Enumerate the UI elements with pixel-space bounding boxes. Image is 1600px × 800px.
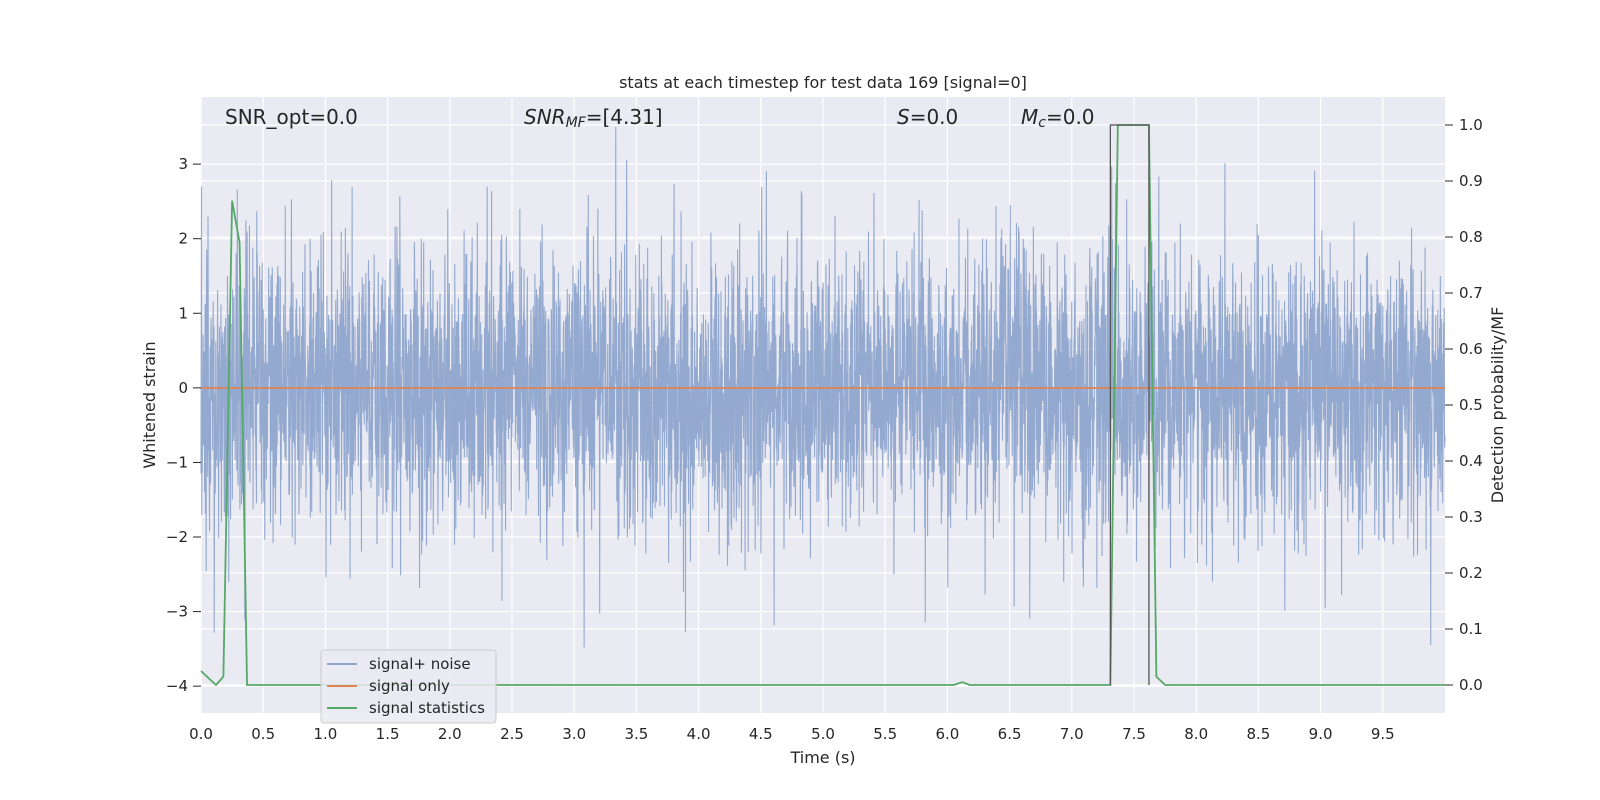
x-tick-label: 6.5 bbox=[998, 725, 1022, 743]
legend-label-signal-only: signal only bbox=[369, 677, 450, 695]
ticks: 0.0 0.5 1.0 1.5 2.0 2.5 3.0 3.5 4.0 4.5 5.0 5.5 6.0 6… bbox=[166, 116, 1483, 743]
series-lines bbox=[200, 124, 1445, 687]
y-tick-label-right: 0.4 bbox=[1459, 452, 1483, 470]
y-tick-label-right: 0.0 bbox=[1459, 676, 1483, 694]
legend-box bbox=[320, 649, 497, 724]
legend-label-signal-noise: signal+ noise bbox=[369, 655, 471, 673]
x-tick-label: 0.5 bbox=[251, 725, 275, 743]
y-tick-label-left: −3 bbox=[166, 603, 188, 621]
y-tick-label-right: 0.3 bbox=[1459, 508, 1483, 526]
y-axis-label-left: Whitened strain bbox=[140, 341, 159, 468]
y-tick-label-right: 0.6 bbox=[1459, 340, 1483, 358]
y-tick-label-right: 0.9 bbox=[1459, 172, 1483, 190]
annotation-snr-mf: SNRMF=[4.31] bbox=[524, 105, 663, 131]
chart-title: stats at each timestep for test data 169… bbox=[619, 73, 1027, 92]
annotation-s: S=0.0 bbox=[897, 105, 958, 129]
series-signal-noise bbox=[200, 126, 1446, 648]
legend: signal+ noise signal only signal statist… bbox=[320, 649, 497, 724]
x-tick-label: 3.5 bbox=[624, 725, 648, 743]
y-tick-label-right: 0.2 bbox=[1459, 564, 1483, 582]
x-tick-label: 8.5 bbox=[1246, 725, 1270, 743]
x-axis-label: Time (s) bbox=[789, 748, 855, 767]
y-tick-label-left: −2 bbox=[166, 528, 188, 546]
annotation-mc: Mc=0.0 bbox=[1021, 105, 1095, 131]
x-tick-label: 5.0 bbox=[811, 725, 835, 743]
x-tick-label: 4.0 bbox=[687, 725, 711, 743]
x-tick-label: 9.0 bbox=[1309, 725, 1333, 743]
y-tick-label-right: 0.7 bbox=[1459, 284, 1483, 302]
x-tick-label: 4.5 bbox=[749, 725, 773, 743]
y-axis-label-right: Detection probability/MF bbox=[1488, 307, 1507, 504]
y-tick-label-left: 3 bbox=[178, 155, 188, 173]
x-tick-label: 1.0 bbox=[313, 725, 337, 743]
y-tick-label-right: 0.8 bbox=[1459, 228, 1483, 246]
series-line-3 bbox=[1109, 124, 1150, 685]
x-tick-label: 5.5 bbox=[873, 725, 897, 743]
annotation-snr-opt: SNR_opt=0.0 bbox=[225, 105, 358, 129]
y-tick-label-left: −1 bbox=[166, 453, 188, 471]
x-tick-label: 8.0 bbox=[1184, 725, 1208, 743]
x-tick-label: 3.0 bbox=[562, 725, 586, 743]
x-tick-label: 2.0 bbox=[438, 725, 462, 743]
y-tick-label-right: 1.0 bbox=[1459, 116, 1483, 134]
x-tick-label: 6.0 bbox=[935, 725, 959, 743]
x-tick-label: 1.5 bbox=[376, 725, 400, 743]
y-tick-label-left: 2 bbox=[178, 230, 188, 248]
x-tick-label: 9.5 bbox=[1371, 725, 1395, 743]
y-tick-label-left: 1 bbox=[178, 304, 188, 322]
x-tick-label: 2.5 bbox=[500, 725, 524, 743]
y-tick-label-left: −4 bbox=[166, 677, 188, 695]
legend-label-signal-statistics: signal statistics bbox=[369, 699, 485, 717]
x-tick-label: 7.5 bbox=[1122, 725, 1146, 743]
y-tick-label-right: 0.1 bbox=[1459, 620, 1483, 638]
y-tick-label-left: 0 bbox=[178, 379, 188, 397]
series-line-2 bbox=[200, 124, 1445, 687]
x-tick-label: 0.0 bbox=[189, 725, 213, 743]
series-signal-noise-line bbox=[200, 126, 1446, 648]
y-tick-label-right: 0.5 bbox=[1459, 396, 1483, 414]
x-tick-label: 7.0 bbox=[1060, 725, 1084, 743]
